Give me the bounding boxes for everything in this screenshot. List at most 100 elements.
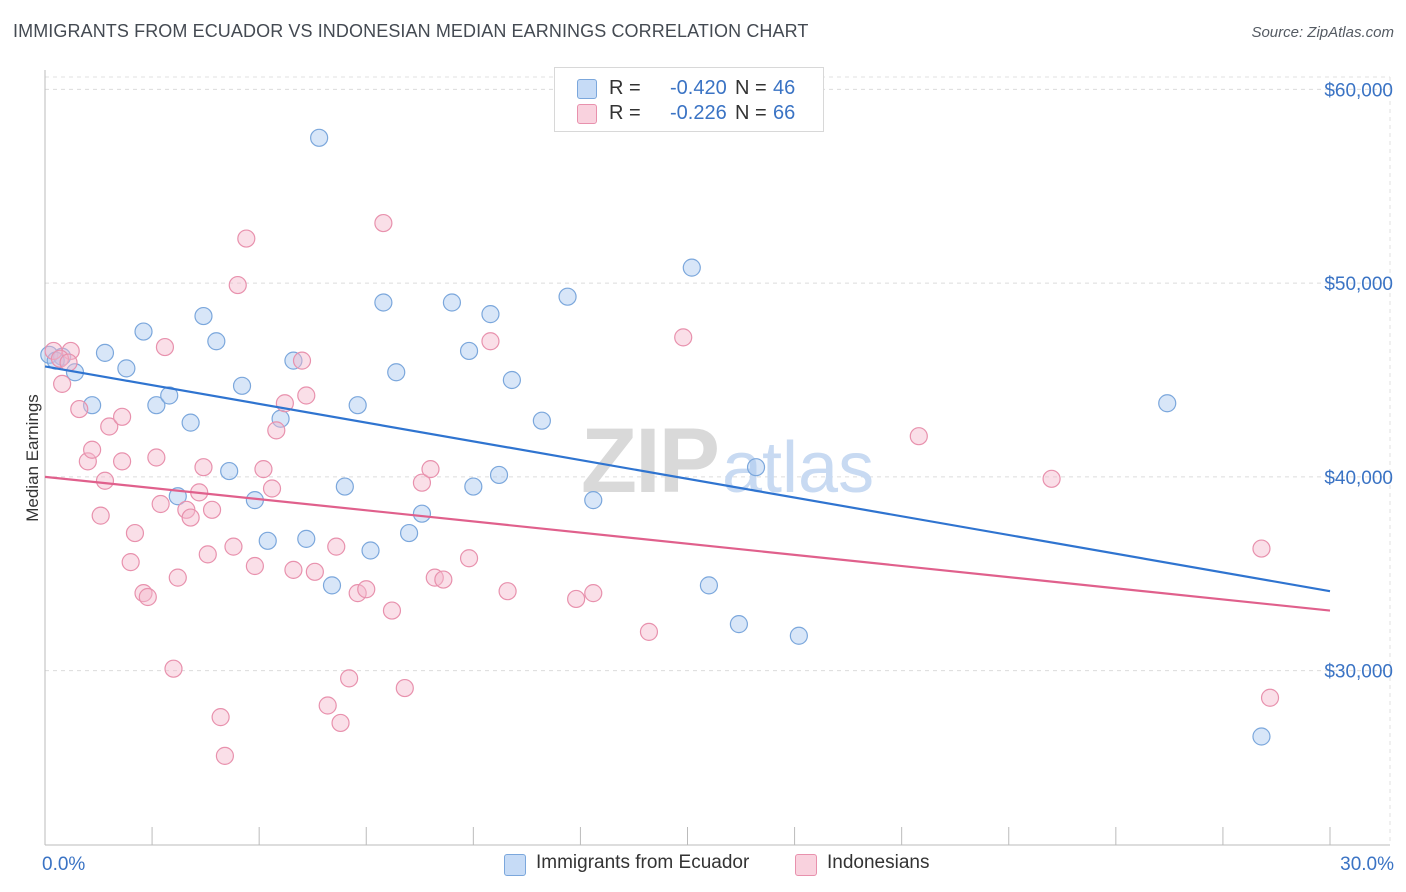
data-point bbox=[164, 659, 183, 678]
y-tick-label: $40,000 bbox=[1324, 468, 1393, 489]
r-value: -0.420 bbox=[670, 77, 727, 99]
data-point bbox=[481, 305, 500, 324]
trend-line-indonesians bbox=[44, 475, 1331, 612]
data-point bbox=[489, 465, 509, 485]
data-point bbox=[121, 553, 140, 572]
data-point bbox=[318, 696, 337, 715]
data-point bbox=[91, 506, 110, 525]
legend-swatch-ecuador bbox=[577, 79, 597, 99]
data-point bbox=[194, 458, 213, 477]
data-point bbox=[100, 417, 119, 436]
watermark-atlas: atlas bbox=[722, 428, 874, 508]
trend-line-ecuador bbox=[44, 365, 1331, 593]
data-point bbox=[481, 332, 500, 351]
n-label: N = bbox=[735, 102, 767, 124]
data-point bbox=[357, 580, 376, 599]
data-point bbox=[258, 531, 277, 550]
y-tick-label: $50,000 bbox=[1324, 274, 1393, 295]
legend-swatch-indonesians bbox=[795, 854, 817, 876]
data-point bbox=[83, 440, 102, 459]
watermark-zip: ZIP bbox=[581, 410, 718, 512]
data-point bbox=[168, 568, 187, 587]
data-point bbox=[228, 275, 247, 295]
n-label: N = bbox=[735, 77, 767, 99]
data-point bbox=[151, 494, 170, 514]
data-point bbox=[502, 370, 521, 390]
x-tick-label: 30.0% bbox=[1340, 854, 1394, 875]
data-point bbox=[297, 529, 316, 548]
data-point bbox=[237, 229, 256, 248]
axis-layer: $30,000 $40,000 $50,000 $60,000 0.0% 30.0% bbox=[42, 70, 1394, 875]
data-point bbox=[789, 626, 808, 645]
data-point bbox=[224, 537, 243, 556]
data-point bbox=[198, 545, 217, 564]
n-value: 46 bbox=[773, 77, 796, 99]
data-point bbox=[1042, 469, 1061, 488]
data-point bbox=[305, 562, 324, 581]
data-point bbox=[134, 322, 153, 341]
data-point bbox=[584, 491, 603, 510]
trend-layer bbox=[44, 365, 1331, 612]
data-point bbox=[361, 541, 380, 560]
data-point bbox=[310, 128, 329, 147]
data-point bbox=[639, 622, 659, 641]
y-tick-label: $30,000 bbox=[1324, 662, 1393, 683]
data-point bbox=[267, 421, 286, 440]
legend-label-ecuador: Immigrants from Ecuador bbox=[536, 852, 750, 873]
data-point bbox=[382, 601, 402, 620]
data-point bbox=[155, 337, 175, 357]
data-point bbox=[331, 713, 350, 733]
data-point bbox=[909, 427, 928, 446]
data-point bbox=[160, 386, 179, 405]
data-point bbox=[70, 399, 89, 419]
data-point bbox=[245, 556, 264, 576]
data-point bbox=[464, 477, 483, 496]
legend-swatch-ecuador bbox=[504, 854, 526, 876]
data-point bbox=[181, 413, 200, 432]
points-layer bbox=[40, 128, 1280, 765]
grid-layer bbox=[45, 76, 1391, 845]
data-point bbox=[147, 448, 166, 467]
data-point bbox=[53, 374, 72, 393]
data-point bbox=[682, 258, 701, 277]
data-point bbox=[412, 504, 432, 523]
data-point bbox=[395, 678, 414, 698]
data-point bbox=[567, 589, 586, 609]
data-point bbox=[194, 306, 213, 326]
data-point bbox=[442, 293, 462, 312]
data-point bbox=[1260, 688, 1280, 707]
data-point bbox=[78, 452, 97, 471]
data-point bbox=[584, 584, 603, 603]
data-point bbox=[434, 570, 453, 589]
correlation-legend: R = -0.420 N = 46 R = -0.226 N = 66 bbox=[554, 67, 824, 132]
data-point bbox=[207, 332, 226, 351]
legend-label-indonesians: Indonesians bbox=[827, 852, 930, 873]
chart-title: IMMIGRANTS FROM ECUADOR VS INDONESIAN ME… bbox=[13, 21, 809, 41]
data-point bbox=[387, 363, 406, 382]
data-point bbox=[374, 293, 393, 312]
data-point bbox=[112, 407, 132, 426]
data-point bbox=[746, 458, 766, 477]
data-point bbox=[181, 508, 200, 527]
data-point bbox=[335, 477, 354, 496]
series-ecuador-points bbox=[40, 128, 1271, 746]
data-point bbox=[147, 396, 166, 415]
data-point bbox=[340, 669, 359, 688]
data-point bbox=[348, 584, 367, 603]
data-point bbox=[1252, 539, 1271, 558]
data-point bbox=[399, 523, 419, 543]
n-value: 66 bbox=[773, 102, 796, 124]
data-point bbox=[95, 343, 115, 362]
r-label: R = bbox=[609, 77, 641, 99]
series-indonesians-points bbox=[44, 213, 1280, 765]
data-point bbox=[95, 471, 115, 490]
data-point bbox=[498, 582, 517, 601]
data-point bbox=[699, 576, 719, 595]
data-point bbox=[374, 213, 393, 233]
y-tick-label: $60,000 bbox=[1324, 80, 1393, 101]
data-point bbox=[412, 473, 432, 492]
data-point bbox=[459, 341, 479, 361]
data-point bbox=[674, 328, 693, 347]
data-point bbox=[459, 549, 479, 568]
